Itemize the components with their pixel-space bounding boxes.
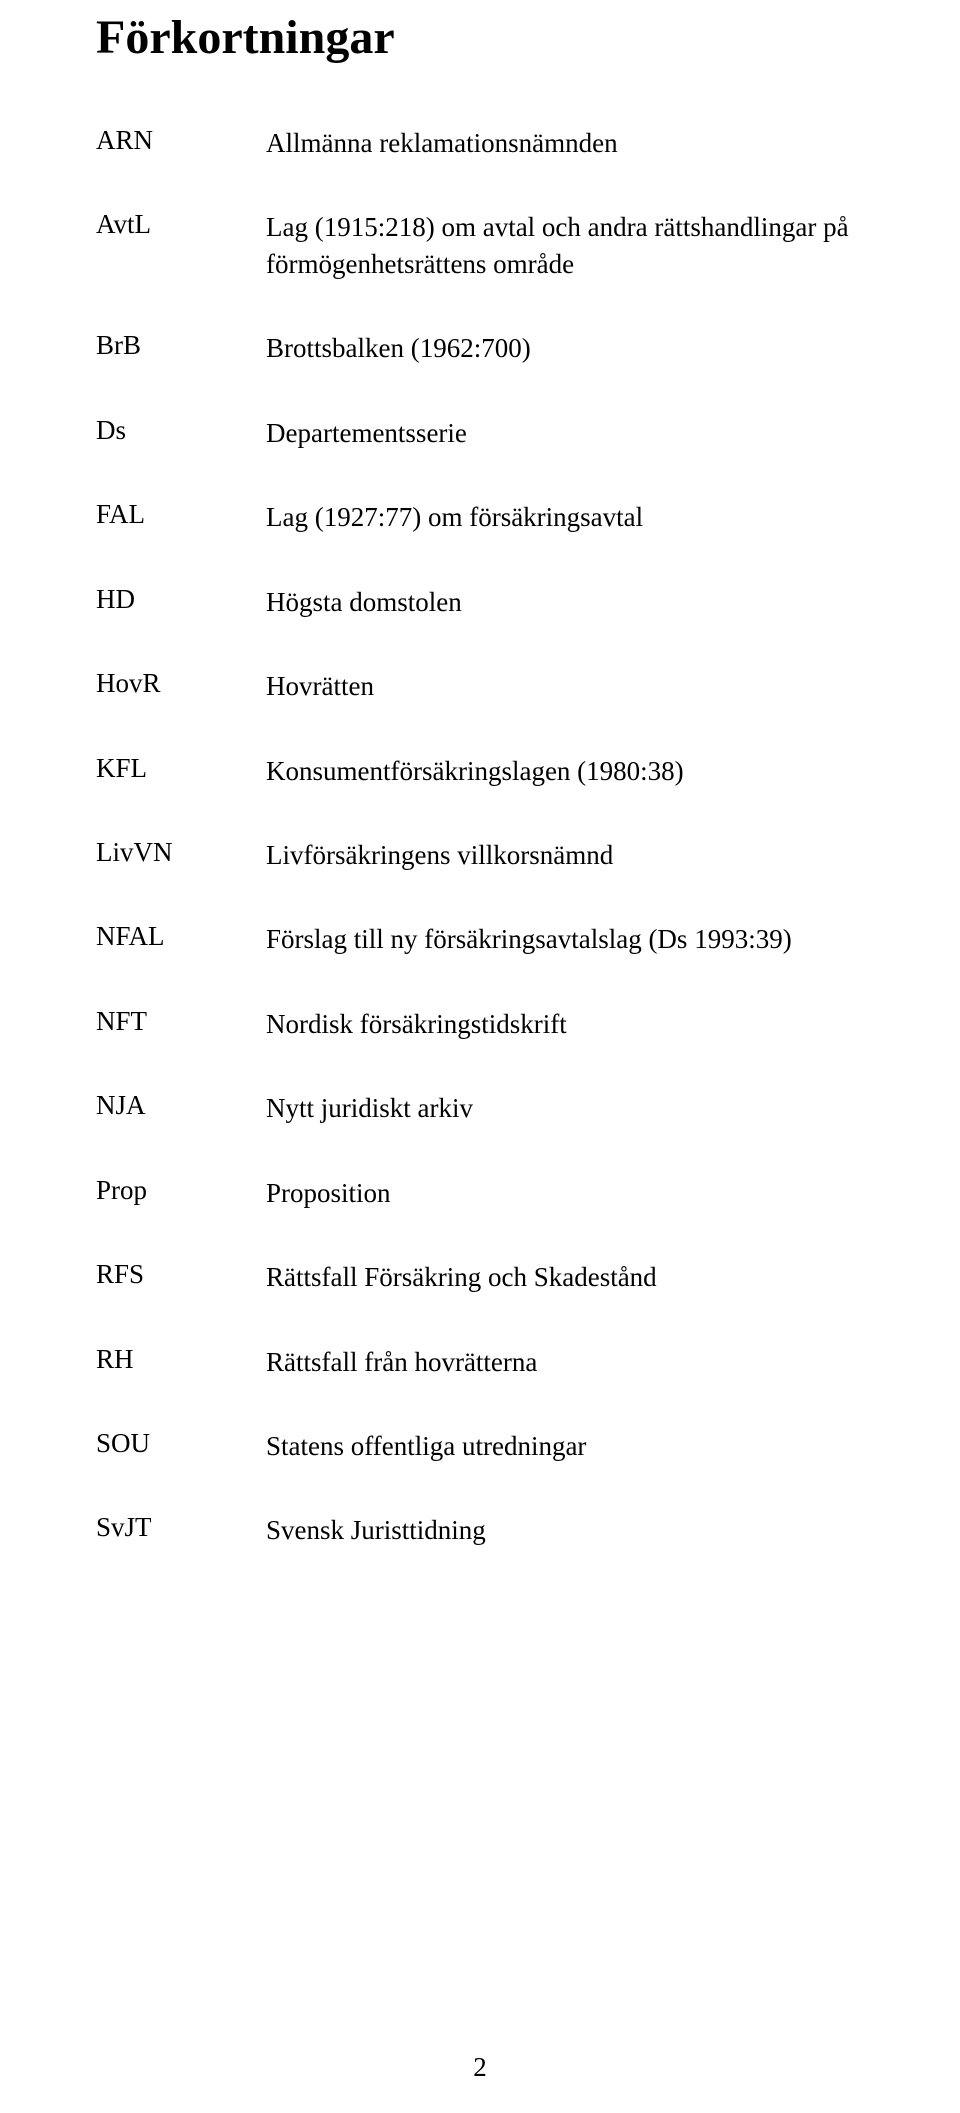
abbr-cell: Ds <box>96 415 266 446</box>
table-row: RFS Rättsfall Försäkring och Skadestånd <box>96 1259 864 1295</box>
table-row: KFL Konsumentförsäkringslagen (1980:38) <box>96 753 864 789</box>
abbr-cell: LivVN <box>96 837 266 868</box>
table-row: Ds Departementsserie <box>96 415 864 451</box>
def-cell: Statens offentliga utredningar <box>266 1428 864 1464</box>
def-cell: Nytt juridiskt arkiv <box>266 1090 864 1126</box>
table-row: ARN Allmänna reklamationsnämnden <box>96 125 864 161</box>
def-cell: Lag (1915:218) om avtal och andra rättsh… <box>266 209 864 282</box>
abbr-cell: HD <box>96 584 266 615</box>
abbr-cell: SOU <box>96 1428 266 1459</box>
def-cell: Nordisk försäkringstidskrift <box>266 1006 864 1042</box>
abbr-cell: HovR <box>96 668 266 699</box>
table-row: HD Högsta domstolen <box>96 584 864 620</box>
def-cell: Proposition <box>266 1175 864 1211</box>
abbr-cell: NFAL <box>96 921 266 952</box>
abbr-cell: ARN <box>96 125 266 156</box>
page-title: Förkortningar <box>96 10 864 65</box>
def-cell: Konsumentförsäkringslagen (1980:38) <box>266 753 864 789</box>
abbr-cell: NJA <box>96 1090 266 1121</box>
def-cell: Lag (1927:77) om försäkringsavtal <box>266 499 864 535</box>
table-row: NFAL Förslag till ny försäkringsavtalsla… <box>96 921 864 957</box>
table-row: LivVN Livförsäkringens villkorsnämnd <box>96 837 864 873</box>
def-cell: Rättsfall Försäkring och Skadestånd <box>266 1259 864 1295</box>
def-cell: Högsta domstolen <box>266 584 864 620</box>
def-cell: Rättsfall från hovrätterna <box>266 1344 864 1380</box>
def-cell: Hovrätten <box>266 668 864 704</box>
table-row: BrB Brottsbalken (1962:700) <box>96 330 864 366</box>
def-cell: Svensk Juristtidning <box>266 1512 864 1548</box>
abbreviation-list: ARN Allmänna reklamationsnämnden AvtL La… <box>96 125 864 1549</box>
def-cell: Allmänna reklamationsnämnden <box>266 125 864 161</box>
abbr-cell: Prop <box>96 1175 266 1206</box>
document-page: Förkortningar ARN Allmänna reklamationsn… <box>0 0 960 2113</box>
table-row: AvtL Lag (1915:218) om avtal och andra r… <box>96 209 864 282</box>
table-row: NJA Nytt juridiskt arkiv <box>96 1090 864 1126</box>
abbr-cell: KFL <box>96 753 266 784</box>
page-number: 2 <box>0 2052 960 2083</box>
table-row: SvJT Svensk Juristtidning <box>96 1512 864 1548</box>
table-row: RH Rättsfall från hovrätterna <box>96 1344 864 1380</box>
abbr-cell: RH <box>96 1344 266 1375</box>
abbr-cell: AvtL <box>96 209 266 240</box>
table-row: HovR Hovrätten <box>96 668 864 704</box>
abbr-cell: BrB <box>96 330 266 361</box>
table-row: SOU Statens offentliga utredningar <box>96 1428 864 1464</box>
def-cell: Brottsbalken (1962:700) <box>266 330 864 366</box>
abbr-cell: SvJT <box>96 1512 266 1543</box>
table-row: NFT Nordisk försäkringstidskrift <box>96 1006 864 1042</box>
def-cell: Departementsserie <box>266 415 864 451</box>
table-row: FAL Lag (1927:77) om försäkringsavtal <box>96 499 864 535</box>
def-cell: Förslag till ny försäkringsavtalslag (Ds… <box>266 921 864 957</box>
abbr-cell: RFS <box>96 1259 266 1290</box>
abbr-cell: FAL <box>96 499 266 530</box>
table-row: Prop Proposition <box>96 1175 864 1211</box>
abbr-cell: NFT <box>96 1006 266 1037</box>
def-cell: Livförsäkringens villkorsnämnd <box>266 837 864 873</box>
